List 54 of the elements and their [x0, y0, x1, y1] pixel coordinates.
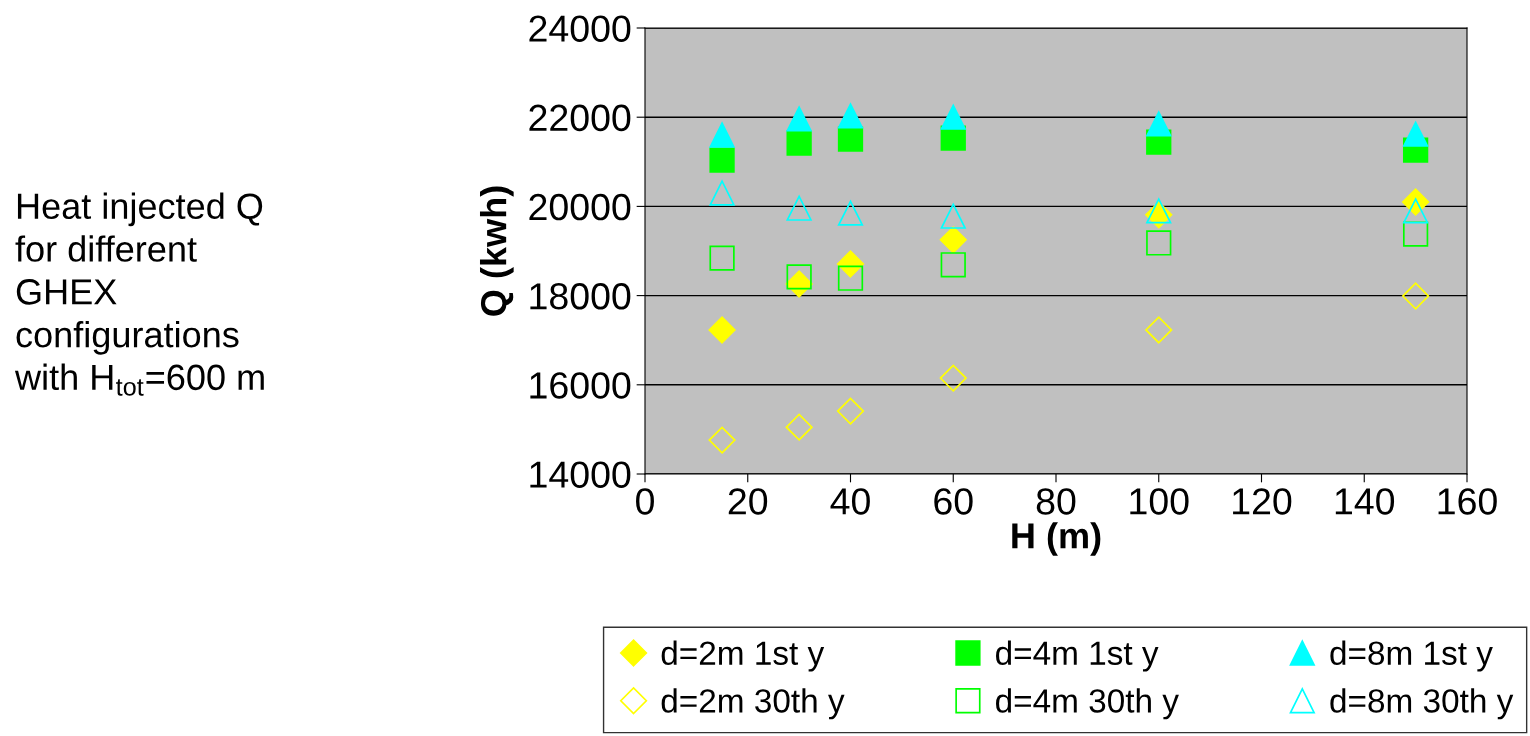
point	[837, 126, 864, 152]
y-tick-label: 16000	[530, 372, 631, 399]
point	[939, 226, 967, 254]
point	[709, 122, 735, 148]
legend-label: d=4m 30th y	[996, 688, 1179, 720]
legend-label: d=8m 1st y	[1330, 640, 1493, 672]
point	[785, 413, 813, 441]
point	[1402, 198, 1429, 224]
point	[786, 195, 812, 221]
x-tick-label: 60	[934, 488, 973, 515]
x-tick-label: 120	[1233, 488, 1292, 515]
point	[940, 104, 966, 130]
point	[709, 245, 735, 271]
point	[786, 106, 812, 132]
y-tick-label: 24000	[529, 15, 631, 42]
legend-label: d=8m 30th y	[1330, 688, 1514, 720]
point	[837, 200, 864, 226]
point	[837, 265, 864, 291]
point	[708, 316, 736, 344]
point	[1402, 221, 1429, 247]
y-tick-label: 20000	[529, 193, 631, 221]
y-axis-title: Q (kwh)	[479, 186, 514, 316]
y-tick-label: 22000	[529, 104, 631, 132]
y-tick-label: 14000	[530, 461, 631, 488]
x-axis-title: H (m)	[1012, 522, 1101, 556]
point	[940, 203, 966, 229]
point	[708, 426, 736, 454]
point	[709, 147, 735, 173]
point	[1146, 230, 1172, 256]
point	[836, 250, 865, 278]
point	[836, 397, 865, 425]
text: Heat injected Q for different GHEX configurations with H$_{tot}$=600 m	[14, 192, 264, 396]
legend-label: d=2m 1st y	[661, 640, 825, 672]
point	[837, 103, 864, 129]
y-tick-label: 18000	[530, 283, 631, 310]
x-tick-label: 100	[1130, 488, 1189, 515]
point	[709, 180, 735, 206]
point	[786, 264, 812, 290]
point	[1402, 282, 1430, 310]
x-tick-label: 0	[636, 488, 654, 515]
point	[1145, 316, 1173, 344]
point	[939, 364, 967, 392]
point	[1402, 121, 1429, 147]
x-tick-label: 40	[830, 488, 870, 515]
point	[940, 252, 966, 278]
point	[1146, 198, 1172, 224]
legend-label: d=2m 30th y	[661, 688, 845, 720]
point	[786, 130, 812, 156]
point	[1146, 111, 1172, 137]
x-tick-label: 80	[1036, 488, 1076, 515]
x-tick-label: 160	[1438, 488, 1497, 515]
x-tick-label: 140	[1335, 488, 1395, 515]
legend-label: d=4m 1st y	[996, 640, 1159, 672]
x-tick-label: 20	[728, 488, 768, 515]
